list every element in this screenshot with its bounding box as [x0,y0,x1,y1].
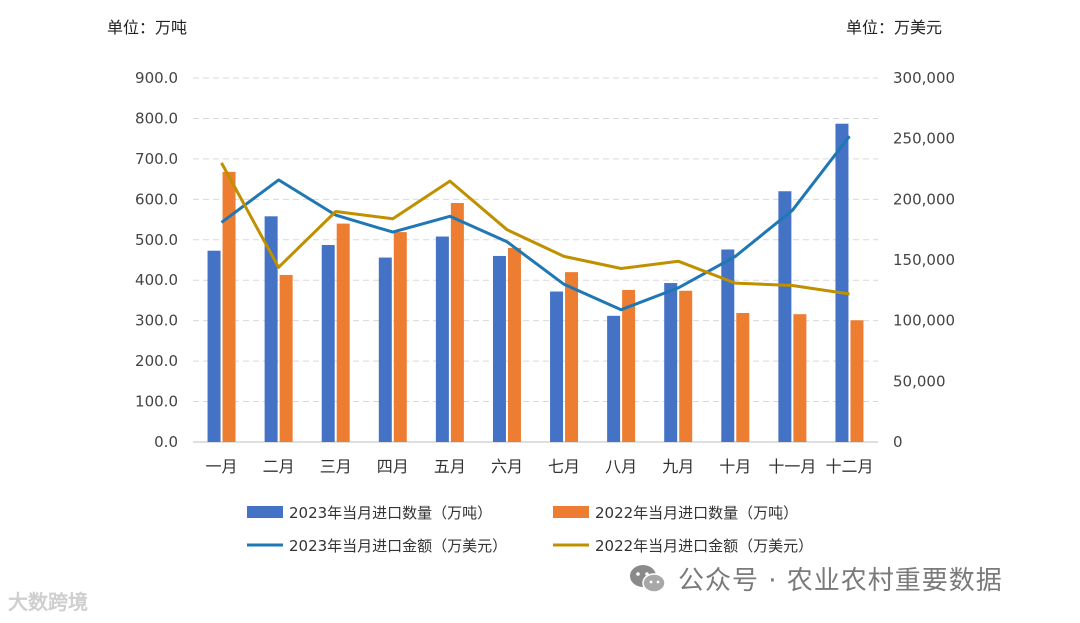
bar-2023 [835,123,849,443]
bar-2022 [679,290,693,442]
bar-2022 [336,223,350,442]
bar-2022 [393,232,407,442]
bar-2023 [435,236,449,442]
bar-2023 [207,250,221,442]
x-tick-label: 一月 [206,457,238,476]
bar-2022 [622,289,636,442]
x-tick-label: 六月 [491,457,523,476]
line-2023 [220,135,851,312]
source-watermark: 大数跨境 [8,590,88,614]
x-tick-label: 五月 [434,457,466,476]
bar-2022 [736,312,750,442]
line-2022 [220,162,850,296]
y-left-tick-label: 400.0 [135,271,178,289]
bar-2022 [850,320,864,442]
watermark: 公众号 · 农业农村重要数据 [628,560,1003,597]
y-right-tick-label: 0 [893,433,903,451]
bar-2023 [378,257,392,442]
x-tick-label: 十二月 [825,457,873,476]
bar-2023 [607,315,621,442]
bar-2022 [279,274,293,442]
legend-label: 2022年当月进口数量（万吨） [595,504,798,522]
y-left-tick-label: 700.0 [135,150,178,168]
y-left-tick-label: 800.0 [135,109,178,127]
wechat-icon [630,564,666,593]
legend-swatch [247,506,283,518]
right-axis-unit: 单位：万美元 [846,18,943,37]
bar-2023 [321,245,335,442]
y-right-tick-label: 50,000 [893,372,946,390]
x-tick-label: 三月 [320,457,352,476]
bar-2022 [450,202,464,442]
y-right-tick-label: 150,000 [893,251,955,269]
watermark-text: 公众号 · 农业农村重要数据 [678,566,1003,596]
x-tick-label: 九月 [662,457,694,476]
y-right-tick-label: 200,000 [893,190,955,208]
bar-2022 [507,247,521,442]
bar-2023 [778,191,792,442]
x-tick-label: 十月 [719,457,751,476]
bar-2023 [550,291,564,442]
y-left-tick-label: 300.0 [135,312,178,330]
bar-2023 [664,283,678,442]
y-left-tick-label: 500.0 [135,231,178,249]
bar-2022 [565,272,579,442]
left-axis-unit: 单位：万吨 [107,18,188,37]
bar-2022 [222,171,236,442]
x-tick-label: 十一月 [768,457,816,476]
y-left-tick-label: 100.0 [135,393,178,411]
legend-label: 2023年当月进口金额（万美元） [289,537,507,555]
bar-2023 [264,216,278,442]
legend-label: 2022年当月进口金额（万美元） [595,537,813,555]
x-tick-label: 八月 [605,457,637,476]
x-tick-label: 二月 [263,457,295,476]
y-left-tick-label: 900.0 [135,69,178,87]
y-left-tick-label: 600.0 [135,190,178,208]
y-right-tick-label: 100,000 [893,312,955,330]
bar-2023 [492,255,506,442]
y-left-tick-label: 200.0 [135,352,178,370]
legend-swatch [553,506,589,518]
x-tick-label: 七月 [548,457,580,476]
y-right-tick-label: 250,000 [893,130,955,148]
bar-2023 [721,249,735,442]
bar-2022 [793,314,807,442]
legend-label: 2023年当月进口数量（万吨） [289,504,492,522]
y-left-tick-label: 0.0 [154,433,178,451]
x-tick-label: 四月 [377,457,409,476]
y-right-tick-label: 300,000 [893,69,955,87]
